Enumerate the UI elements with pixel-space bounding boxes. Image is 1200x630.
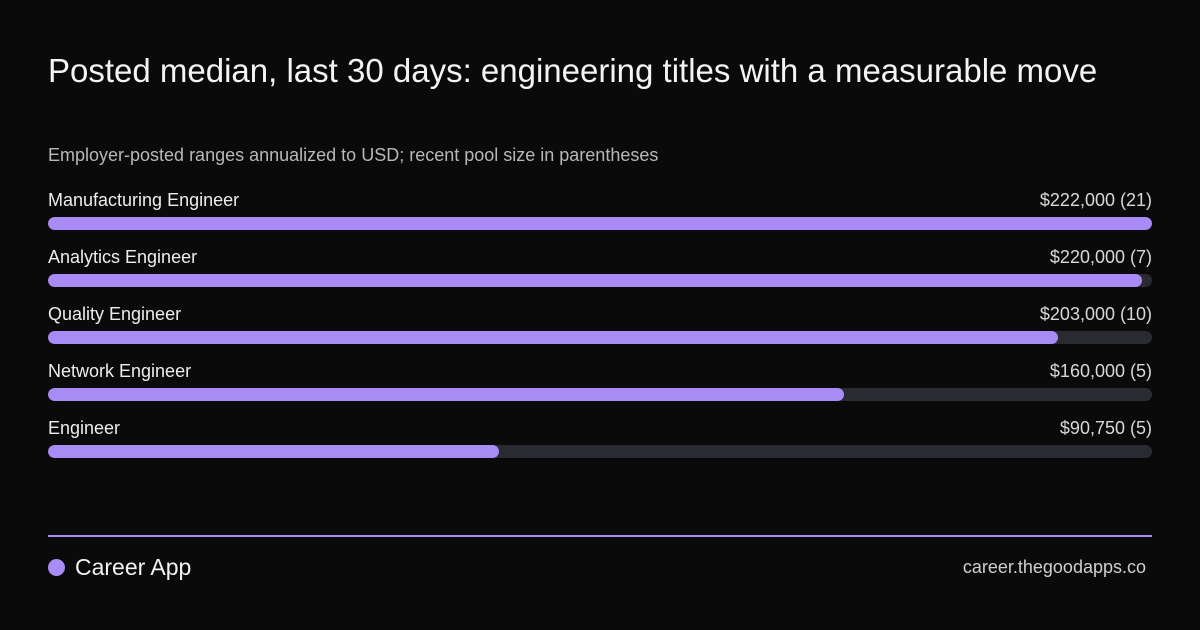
bar-value-label: $203,000 (10) — [1039, 304, 1152, 324]
bar — [48, 445, 500, 458]
footer-divider — [48, 535, 1152, 537]
brand: Career App — [48, 554, 191, 580]
site-url[interactable]: career.thegoodapps.co — [962, 557, 1146, 577]
brand-name: Career App — [75, 553, 192, 580]
bar-value-label: $222,000 (21) — [1039, 190, 1152, 210]
bar-row: Manufacturing Engineer $222,000 (21) — [48, 188, 1152, 245]
bar — [48, 217, 1152, 230]
bar-row: Quality Engineer $203,000 (10) — [48, 302, 1152, 359]
bar — [48, 388, 844, 401]
chart-subtitle: Employer-posted ranges annualized to USD… — [48, 145, 659, 165]
bar-label: Engineer — [48, 418, 121, 438]
bar-row: Engineer $90,750 (5) — [48, 416, 1152, 473]
bar — [48, 331, 1058, 344]
bar — [48, 274, 1143, 287]
bar-track — [48, 274, 1152, 287]
bar-label: Manufacturing Engineer — [48, 190, 240, 210]
bar-label: Quality Engineer — [48, 304, 182, 324]
bar-value-label: $90,750 (5) — [1059, 418, 1152, 438]
bar-chart: Manufacturing Engineer $222,000 (21) Analy… — [48, 188, 1152, 473]
dot-icon — [48, 558, 65, 576]
bar-track — [48, 331, 1152, 344]
bar-row: Analytics Engineer $220,000 (7) — [48, 245, 1152, 302]
bar-track — [48, 445, 1152, 458]
bar-value-label: $160,000 (5) — [1049, 361, 1152, 381]
bar-label: Analytics Engineer — [48, 247, 198, 267]
bar-label: Network Engineer — [48, 361, 192, 381]
chart-title: Posted median, last 30 days: engineering… — [48, 52, 1098, 89]
bar-track — [48, 217, 1152, 230]
bar-track — [48, 388, 1152, 401]
bar-value-label: $220,000 (7) — [1049, 247, 1152, 267]
bar-row: Network Engineer $160,000 (5) — [48, 359, 1152, 416]
